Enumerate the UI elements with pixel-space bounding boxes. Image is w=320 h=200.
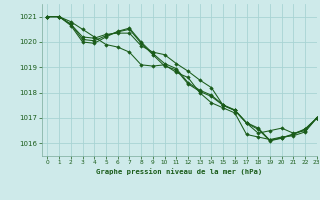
X-axis label: Graphe pression niveau de la mer (hPa): Graphe pression niveau de la mer (hPa) [96,168,262,175]
